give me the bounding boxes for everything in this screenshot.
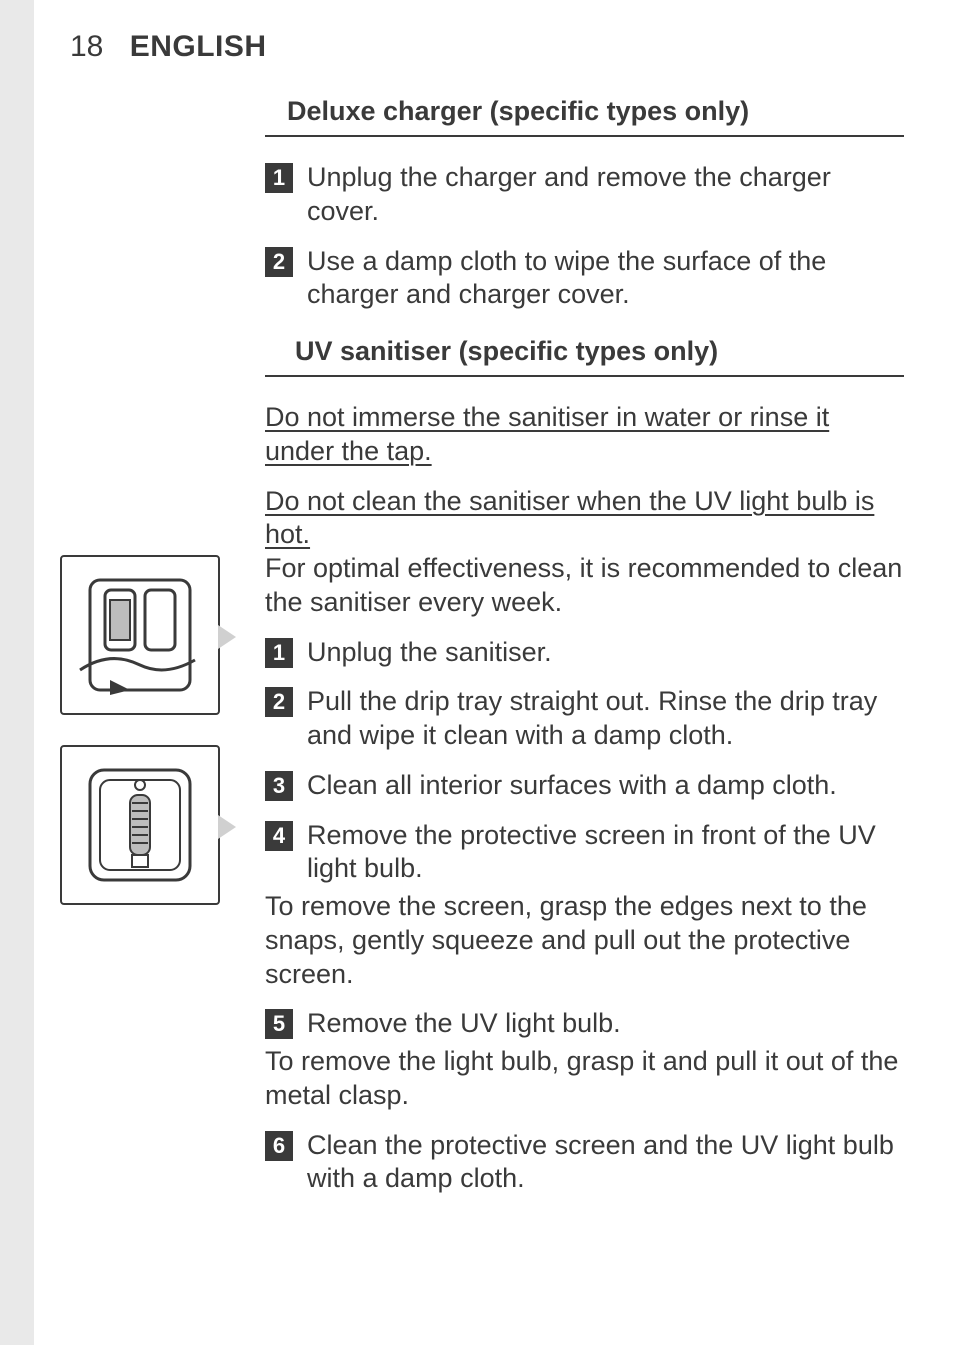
section-title-uv-sanitiser: UV sanitiser (specific types only) [265,328,904,377]
step-number-box: 1 [265,638,293,668]
step-number-box: 4 [265,821,293,851]
page-number: 18 [70,30,103,63]
step-text: Unplug the charger and remove the charge… [307,161,904,229]
step-text: Remove the UV light bulb. [307,1007,621,1041]
step-number-box: 1 [265,163,293,193]
left-margin-stripe [0,0,34,1345]
step-followup-text: To remove the light bulb, grasp it and p… [265,1045,904,1113]
step-text: Use a damp cloth to wipe the surface of … [307,245,904,313]
step-row: 5 Remove the UV light bulb. [265,1007,904,1041]
warning-text-underlined: Do not immerse the sanitiser in water or… [265,402,829,466]
warning-paragraph: Do not clean the sanitiser when the UV l… [265,485,904,620]
step-followup-text: To remove the screen, grasp the edges ne… [265,890,904,991]
figure-column [60,555,220,935]
section-title-deluxe-charger: Deluxe charger (specific types only) [265,88,904,137]
step-row: 2 Pull the drip tray straight out. Rinse… [265,685,904,753]
figure-pointer-icon [218,625,236,649]
language-label: ENGLISH [130,30,267,63]
step-text: Clean the protective screen and the UV l… [307,1129,904,1197]
step-row: 4 Remove the protective screen in front … [265,819,904,887]
uv-bulb-figure [60,745,220,905]
step-row: 3 Clean all interior surfaces with a dam… [265,769,904,803]
page-header: 18 ENGLISH [70,30,267,64]
step-row: 2 Use a damp cloth to wipe the surface o… [265,245,904,313]
step-row: 6 Clean the protective screen and the UV… [265,1129,904,1197]
drip-tray-figure [60,555,220,715]
step-number-box: 2 [265,247,293,277]
drip-tray-illustration-icon [70,565,210,705]
step-number-box: 5 [265,1009,293,1039]
info-text: For optimal effectiveness, it is recomme… [265,553,902,617]
manual-page: 18 ENGLISH Deluxe charger (specific type… [0,0,954,1345]
step-text: Unplug the sanitiser. [307,636,552,670]
main-content: Deluxe charger (specific types only) 1 U… [265,88,904,1212]
step-text: Remove the protective screen in front of… [307,819,904,887]
warning-text-underlined: Do not clean the sanitiser when the UV l… [265,486,874,550]
step-number-box: 6 [265,1131,293,1161]
step-row: 1 Unplug the charger and remove the char… [265,161,904,229]
step-number-box: 2 [265,687,293,717]
step-text: Pull the drip tray straight out. Rinse t… [307,685,904,753]
uv-bulb-illustration-icon [70,755,210,895]
figure-pointer-icon [218,815,236,839]
step-number-box: 3 [265,771,293,801]
warning-paragraph: Do not immerse the sanitiser in water or… [265,401,904,469]
step-row: 1 Unplug the sanitiser. [265,636,904,670]
step-text: Clean all interior surfaces with a damp … [307,769,837,803]
